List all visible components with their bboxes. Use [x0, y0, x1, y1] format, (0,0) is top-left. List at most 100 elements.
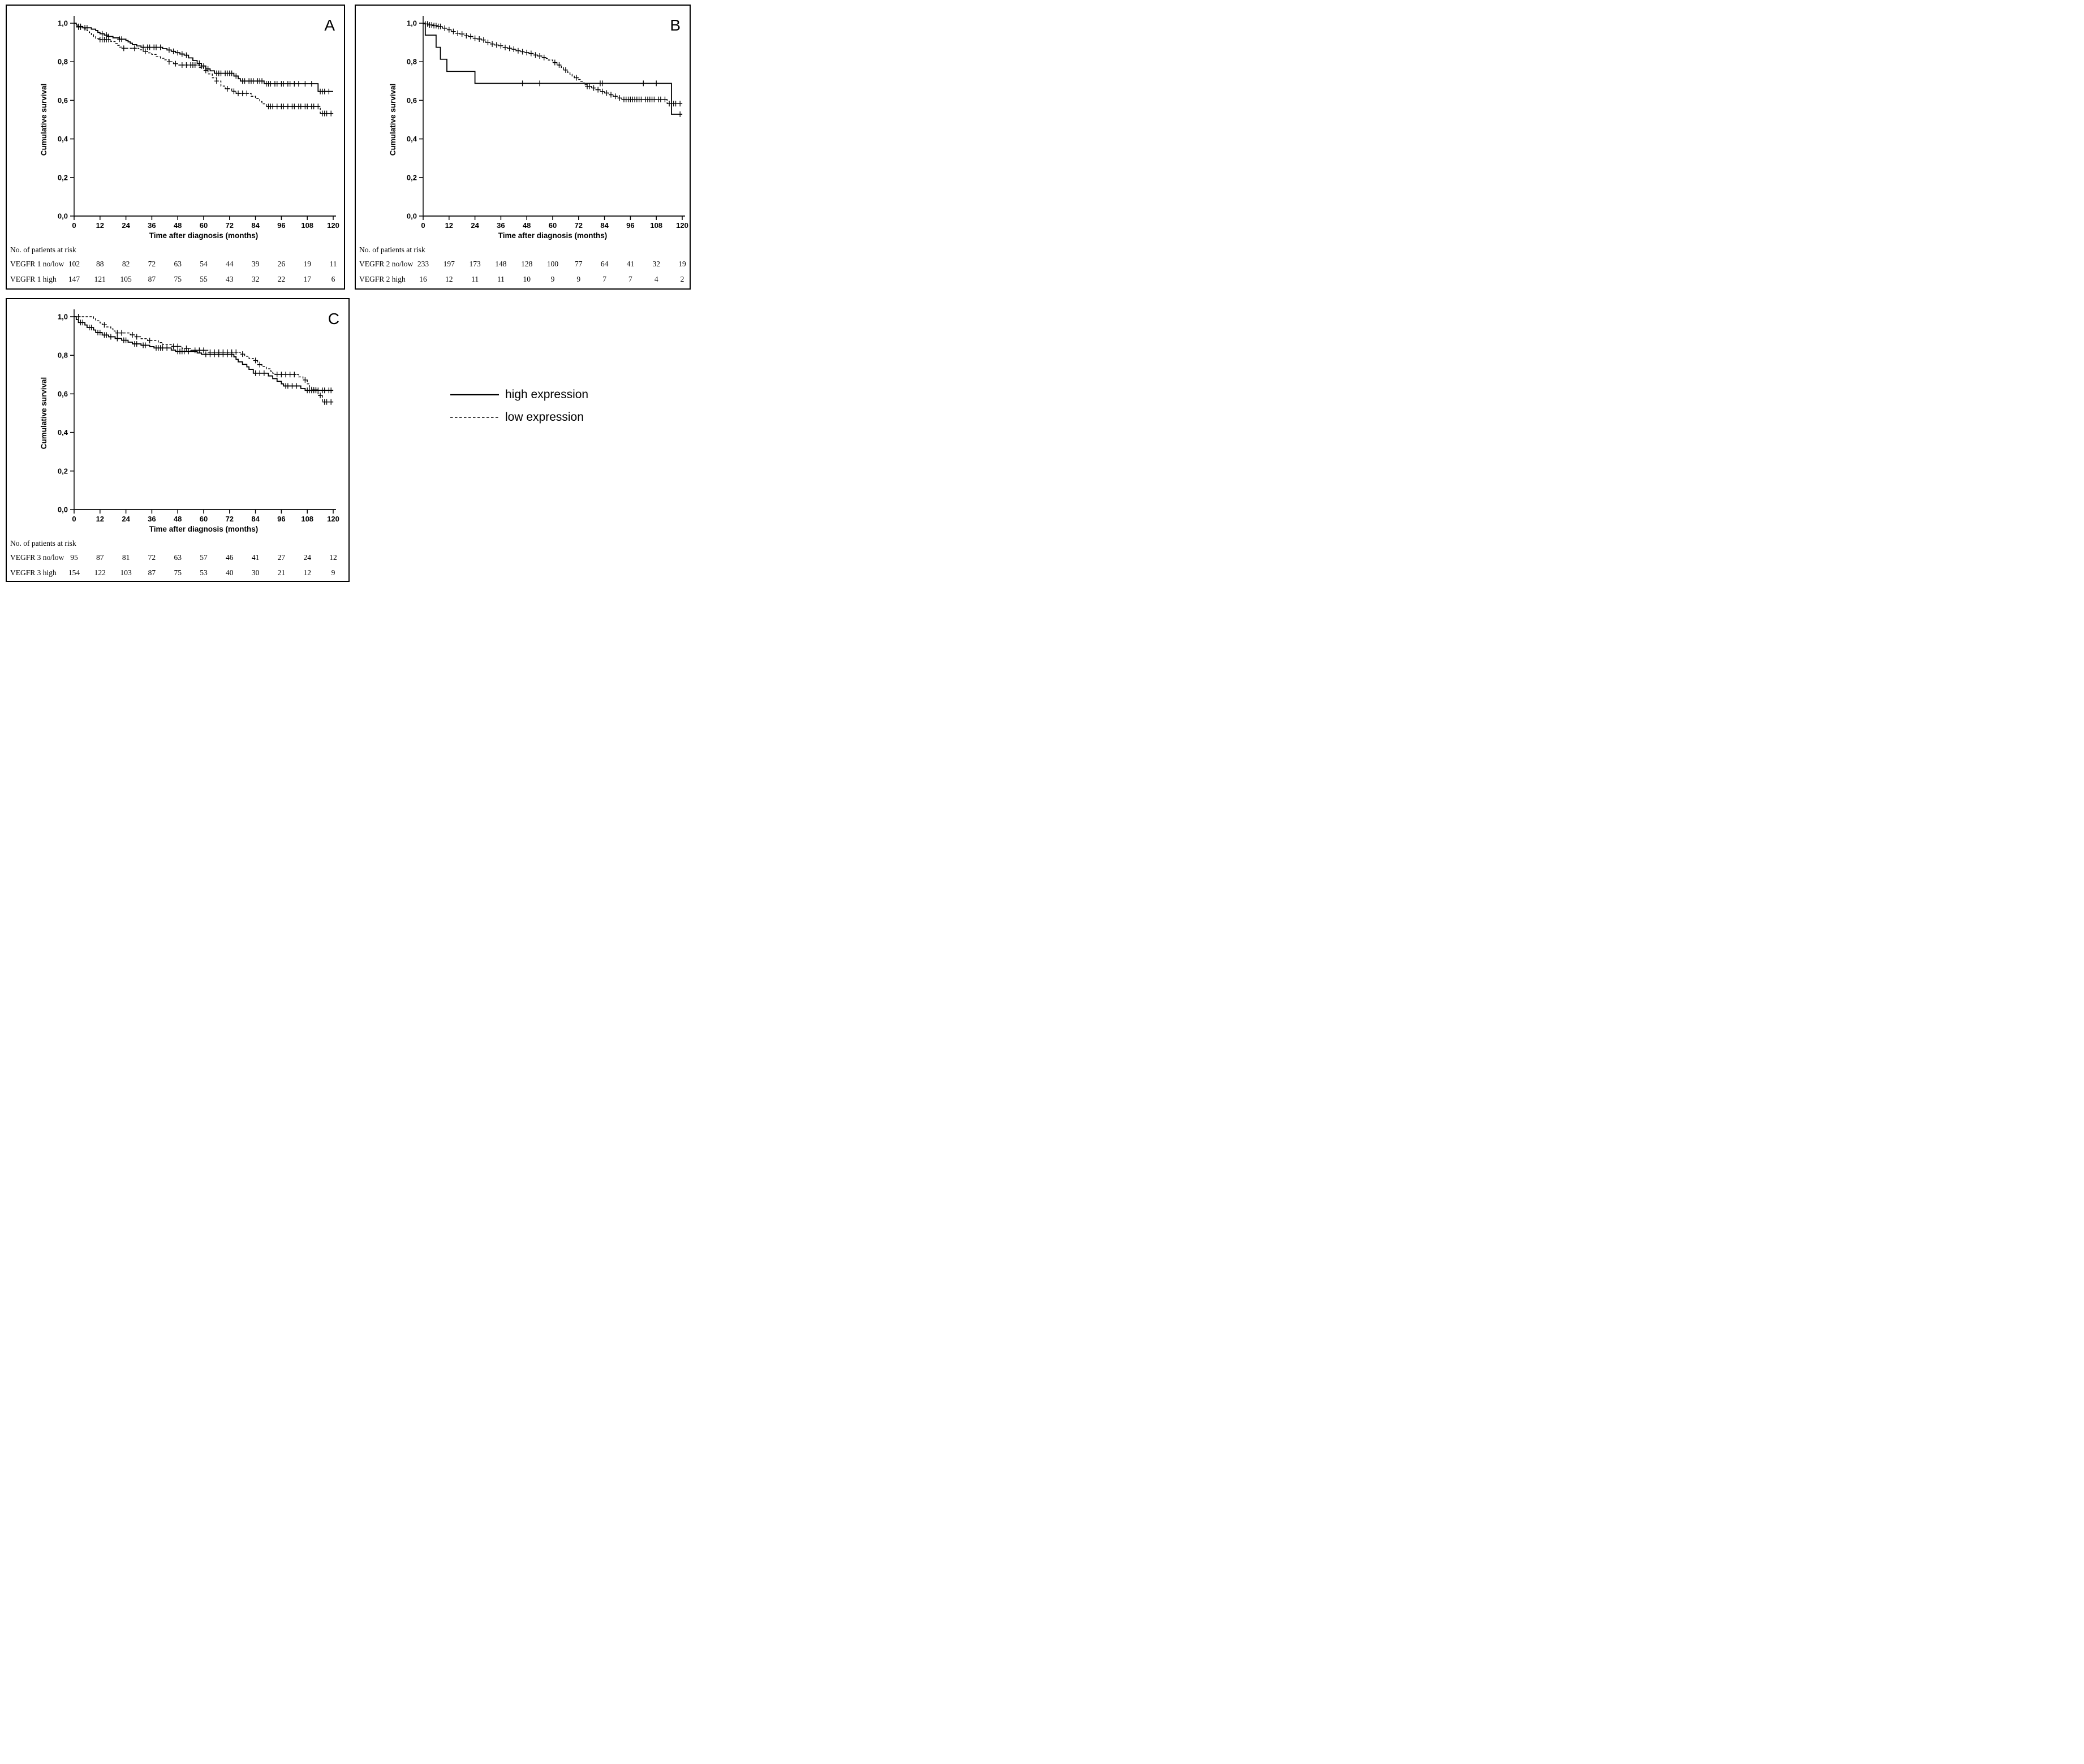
- y-tick-label: 0,0: [407, 212, 417, 221]
- y-tick-label: 0,2: [58, 173, 68, 182]
- km-curve-high-expression: [74, 23, 333, 92]
- x-tick-label: 120: [676, 221, 688, 230]
- risk-count: 88: [96, 260, 104, 268]
- risk-row-label: VEGFR 1 high: [10, 275, 57, 283]
- risk-count: 154: [68, 568, 80, 577]
- x-tick-label: 108: [301, 221, 313, 230]
- axes: 0,0 0,2 0,4 0,6 0,8 1,0 0 12 24 36 48 60 72 84 96 108 12…: [58, 16, 339, 230]
- risk-count: 148: [495, 260, 507, 268]
- risk-count: 12: [445, 275, 453, 283]
- censor-marks-low-expression: [423, 21, 683, 107]
- y-tick-label: 1,0: [407, 19, 417, 28]
- x-tick-label: 60: [200, 515, 208, 523]
- y-tick-label: 1,0: [58, 19, 68, 28]
- x-tick-label: 84: [600, 221, 609, 230]
- risk-count: 32: [252, 275, 260, 283]
- risk-count: 44: [226, 260, 234, 268]
- x-tick-label: 48: [174, 221, 182, 230]
- x-axis-title: Time after diagnosis (months): [498, 231, 608, 240]
- risk-count: 6: [331, 275, 335, 283]
- censor-marks-low-expression: [76, 314, 334, 405]
- y-tick-label: 0,8: [407, 58, 417, 66]
- risk-count: 41: [252, 553, 260, 562]
- y-axis-title: Cumulative survival: [40, 377, 48, 450]
- risk-table-header: No. of patients at risk: [359, 245, 425, 254]
- panel-letter: A: [324, 16, 335, 34]
- risk-count: 63: [174, 260, 182, 268]
- legend-dashed-line-swatch: [450, 417, 499, 418]
- panel-letter: C: [328, 310, 339, 327]
- km-curve-high-expression: [423, 23, 682, 115]
- panel-c-chart: 0,0 0,2 0,4 0,6 0,8 1,0 0 12 24 36 48 60 72 84 96 108 12…: [10, 309, 339, 577]
- risk-count: 81: [122, 553, 130, 562]
- x-tick-label: 36: [497, 221, 505, 230]
- y-tick-label: 0,4: [407, 135, 417, 143]
- at-risk-table: No. of patients at risk VEGFR 1 no/low 102…: [10, 245, 337, 283]
- y-tick-label: 0,4: [58, 428, 68, 437]
- legend: high expression low expression: [449, 383, 588, 429]
- risk-row-label: VEGFR 1 no/low: [10, 260, 64, 268]
- risk-count: 32: [652, 260, 660, 268]
- x-tick-label: 12: [445, 221, 453, 230]
- censor-marks-high-expression: [78, 320, 334, 394]
- legend-item-high: high expression: [449, 383, 588, 406]
- risk-count: 11: [497, 275, 505, 283]
- risk-count: 100: [547, 260, 559, 268]
- risk-count: 9: [331, 568, 335, 577]
- risk-count: 11: [471, 275, 479, 283]
- at-risk-table: No. of patients at risk VEGFR 2 no/low 233…: [359, 245, 686, 283]
- risk-count: 72: [148, 553, 156, 562]
- x-tick-label: 84: [251, 515, 260, 523]
- risk-count: 46: [226, 553, 234, 562]
- legend-label-high: high expression: [505, 388, 589, 401]
- panel-a: 0,0 0,2 0,4 0,6 0,8 1,0 0 12 24 36 48 60 72 84 96 108 12…: [6, 5, 345, 290]
- legend-item-low: low expression: [449, 406, 588, 429]
- risk-row-label: VEGFR 3 high: [10, 568, 57, 577]
- y-tick-label: 0,6: [407, 96, 417, 105]
- risk-count: 19: [303, 260, 311, 268]
- x-tick-label: 0: [72, 221, 76, 230]
- risk-count: 7: [628, 275, 632, 283]
- risk-count: 27: [278, 553, 286, 562]
- risk-row-label: VEGFR 2 no/low: [359, 260, 414, 268]
- x-tick-label: 24: [471, 221, 479, 230]
- risk-count: 197: [444, 260, 455, 268]
- risk-count: 26: [278, 260, 286, 268]
- risk-count: 43: [226, 275, 234, 283]
- risk-table-header: No. of patients at risk: [10, 245, 76, 254]
- risk-count: 95: [70, 553, 78, 562]
- risk-count: 57: [200, 553, 208, 562]
- risk-row-label: VEGFR 3 no/low: [10, 553, 64, 562]
- x-tick-label: 72: [226, 515, 234, 523]
- risk-count: 16: [419, 275, 427, 283]
- risk-row-label: VEGFR 2 high: [359, 275, 406, 283]
- axes: 0,0 0,2 0,4 0,6 0,8 1,0 0 12 24 36 48 60 72 84 96 108 12…: [407, 16, 688, 230]
- x-tick-label: 72: [226, 221, 234, 230]
- censor-marks-high-expression: [520, 80, 683, 117]
- risk-count: 87: [96, 553, 104, 562]
- risk-count: 40: [226, 568, 234, 577]
- risk-count: 121: [94, 275, 106, 283]
- risk-count: 77: [575, 260, 583, 268]
- panel-letter: B: [670, 16, 681, 34]
- risk-count: 147: [68, 275, 80, 283]
- risk-count: 122: [94, 568, 106, 577]
- risk-count: 11: [330, 260, 337, 268]
- at-risk-table: No. of patients at risk VEGFR 3 no/low 95 8…: [10, 539, 337, 577]
- risk-count: 55: [200, 275, 208, 283]
- risk-count: 64: [601, 260, 609, 268]
- x-tick-label: 12: [96, 515, 104, 523]
- x-tick-label: 108: [650, 221, 662, 230]
- x-tick-label: 96: [626, 221, 634, 230]
- x-tick-label: 36: [148, 221, 156, 230]
- x-axis-title: Time after diagnosis (months): [149, 231, 259, 240]
- risk-count: 9: [576, 275, 580, 283]
- risk-count: 63: [174, 553, 182, 562]
- km-curve-high-expression: [74, 316, 333, 391]
- panel-b-chart: 0,00,20,40,60,81,00 12 24 36 48 60 72 84 96 108 12…: [359, 16, 688, 283]
- x-tick-label: 96: [277, 221, 285, 230]
- risk-count: 39: [252, 260, 260, 268]
- y-tick-label: 0,6: [58, 390, 68, 398]
- risk-count: 30: [252, 568, 260, 577]
- legend-solid-line-swatch: [450, 394, 499, 396]
